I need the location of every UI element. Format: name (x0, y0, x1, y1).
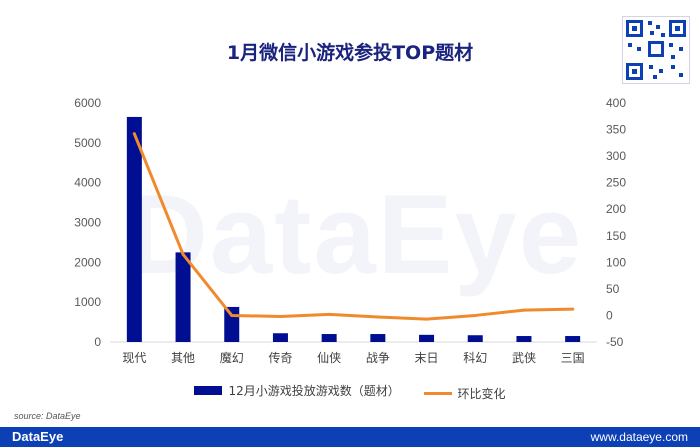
bar-三国 (565, 336, 581, 342)
line-point-战争 (376, 315, 380, 319)
left-tick-label: 0 (94, 335, 101, 349)
bar-swatch (194, 386, 223, 395)
right-tick-label: 250 (606, 176, 626, 190)
bar-末日 (419, 334, 435, 342)
line-path (132, 132, 575, 321)
line-point-科幻 (473, 313, 477, 317)
right-tick-label: 350 (606, 123, 626, 137)
legend-bar-label: 12月小游戏投放游戏数（题材） (228, 384, 400, 398)
legend-item-bars: 12月小游戏投放游戏数（题材） (194, 382, 400, 399)
category-label: 仙侠 (317, 351, 341, 365)
website-link[interactable]: www.dataeye.com (590, 430, 688, 444)
category-label: 现代 (122, 351, 146, 365)
category-label: 科幻 (463, 351, 487, 365)
legend-line-label: 环比变化 (457, 387, 506, 401)
line-point-三国 (571, 307, 575, 311)
right-tick-label: 100 (606, 255, 626, 269)
line-point-现代 (132, 132, 136, 136)
bar-魔幻 (224, 306, 240, 342)
watermark: DataEye (126, 172, 584, 297)
line-swatch (423, 392, 452, 395)
brand-logo: DataEye (12, 429, 64, 444)
category-label: 传奇 (268, 350, 292, 365)
left-tick-label: 2000 (74, 255, 101, 269)
bar-武侠 (516, 336, 532, 342)
bar-战争 (370, 334, 386, 342)
right-axis: -50 0 50 100 150 200 250 300 350 400 (606, 96, 626, 349)
footer-bar: DataEye www.dataeye.com (0, 427, 700, 447)
bar-其他 (175, 252, 191, 342)
left-tick-label: 3000 (74, 216, 101, 230)
category-label: 魔幻 (220, 350, 244, 365)
right-tick-label: -50 (606, 335, 624, 349)
left-tick-label: 5000 (74, 136, 101, 150)
bar-series (126, 116, 581, 342)
source-note: source: DataEye (14, 411, 81, 421)
category-label: 武侠 (512, 351, 536, 365)
right-tick-label: 50 (606, 282, 620, 296)
right-tick-label: 400 (606, 96, 626, 110)
line-point-末日 (425, 317, 429, 321)
right-tick-label: 300 (606, 149, 626, 163)
right-tick-label: 150 (606, 229, 626, 243)
left-tick-label: 4000 (74, 176, 101, 190)
right-tick-label: 0 (606, 308, 613, 322)
left-axis: 0 1000 2000 3000 4000 5000 6000 (74, 96, 101, 349)
category-labels: 现代 其他 魔幻 传奇 仙侠 战争 末日 科幻 武侠 三国 (122, 350, 584, 365)
right-tick-label: 200 (606, 202, 626, 216)
qr-code (622, 16, 690, 84)
bar-现代 (126, 116, 142, 342)
category-label: 战争 (366, 351, 390, 365)
left-tick-label: 6000 (74, 96, 101, 110)
legend: 12月小游戏投放游戏数（题材） 环比变化 (0, 382, 700, 402)
line-point-传奇 (278, 315, 282, 319)
line-point-魔幻 (230, 313, 234, 317)
bar-科幻 (467, 335, 483, 342)
line-point-其他 (181, 252, 185, 256)
category-label: 末日 (415, 351, 439, 365)
line-series (132, 132, 575, 321)
category-label: 其他 (171, 351, 195, 365)
left-tick-label: 1000 (74, 295, 101, 309)
legend-item-line: 环比变化 (423, 385, 506, 402)
bar-传奇 (272, 333, 288, 342)
chart-title: 1月微信小游戏参投TOP题材 (226, 42, 474, 64)
line-point-武侠 (522, 308, 526, 312)
category-label: 三国 (561, 351, 585, 365)
bar-仙侠 (321, 334, 337, 342)
line-point-仙侠 (327, 312, 331, 316)
